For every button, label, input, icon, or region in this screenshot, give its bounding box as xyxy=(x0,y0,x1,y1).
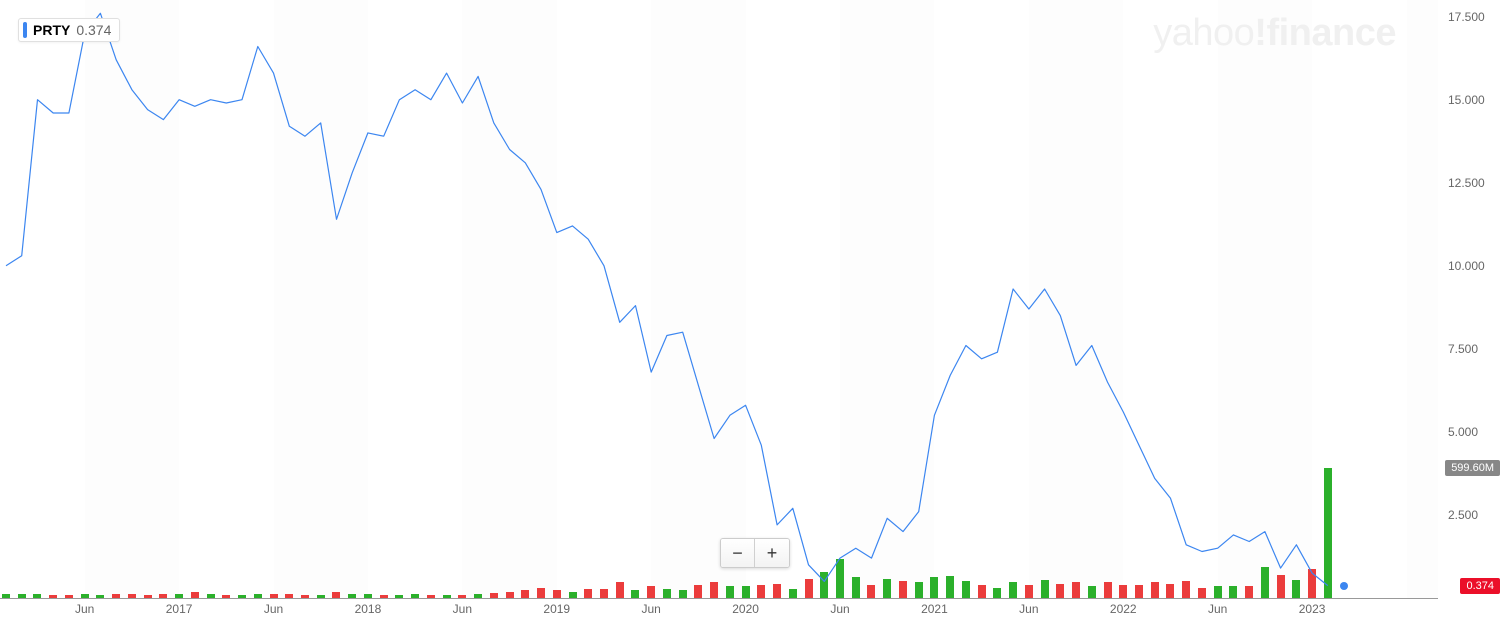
last-price-dot xyxy=(1340,582,1348,590)
ticker-value: 0.374 xyxy=(76,22,111,38)
price-line xyxy=(6,13,1328,585)
zoom-in-button[interactable]: + xyxy=(755,539,789,567)
ticker-badge[interactable]: PRTY 0.374 xyxy=(18,18,120,42)
last-price-badge: 0.374 xyxy=(1460,578,1500,594)
price-volume-chart: yahoo!finance17.50015.00012.50010.0007.5… xyxy=(0,0,1502,624)
volume-max-badge: 599.60M xyxy=(1445,460,1500,476)
ticker-symbol: PRTY xyxy=(33,22,70,38)
zoom-out-button[interactable]: − xyxy=(721,539,755,567)
price-line-svg xyxy=(0,0,1502,624)
zoom-controls: −+ xyxy=(720,538,790,568)
ticker-color-bar xyxy=(23,22,27,38)
